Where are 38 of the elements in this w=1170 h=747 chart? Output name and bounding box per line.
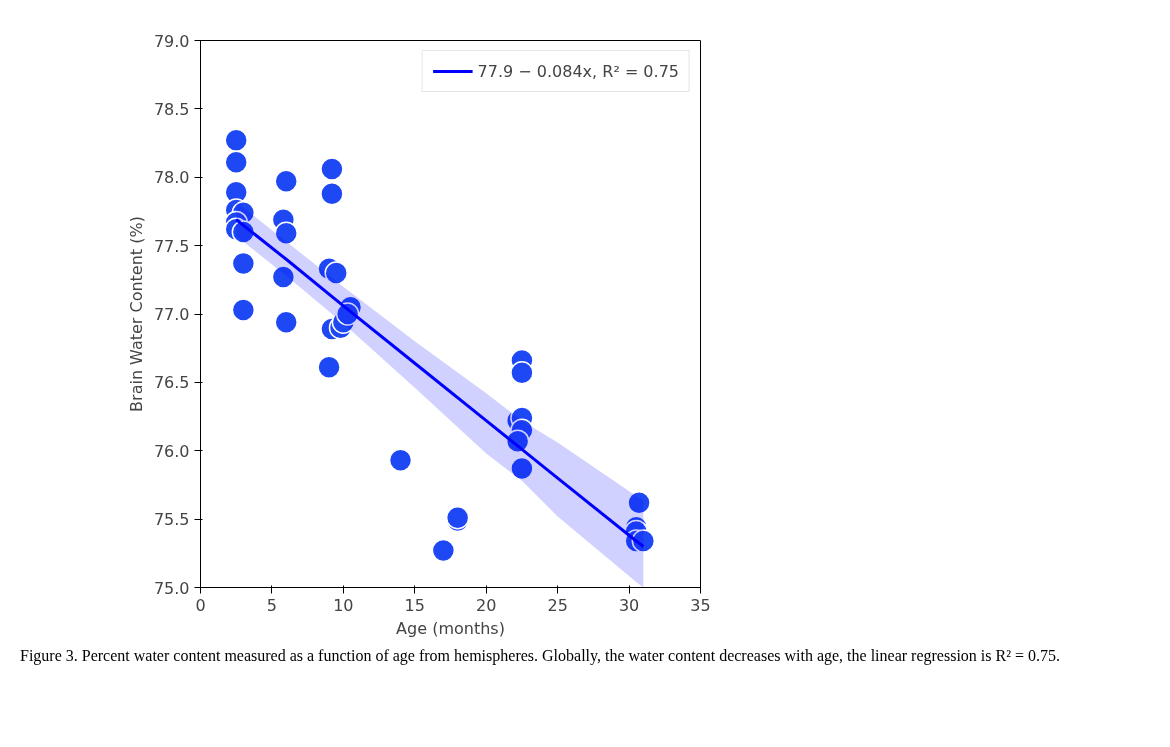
y-axis-title: Brain Water Content (%) — [126, 216, 146, 412]
x-tick-label: 25 — [547, 595, 568, 615]
y-tick-label: 77.0 — [153, 305, 190, 324]
point — [231, 298, 256, 322]
y-tick-label: 76.5 — [153, 373, 190, 393]
point — [224, 150, 248, 174]
point — [324, 261, 348, 285]
point — [231, 251, 256, 276]
x-tick-label: 5 — [266, 595, 278, 615]
point — [510, 361, 534, 385]
y-tick-label: 79.0 — [153, 31, 190, 51]
y-tick-label: 78.0 — [153, 168, 190, 188]
point — [274, 310, 298, 334]
x-axis-title: Age (months) — [396, 618, 505, 638]
y-tick-label: 75.0 — [153, 578, 190, 598]
x-tick-label: 10 — [333, 595, 354, 615]
x-tick-label: 20 — [476, 595, 497, 615]
caption: Figure 3. Percent water content measured as a function of age from hemispheres. Globally, the water content decreases with age, the linear regression is R² = 0.75. — [20, 646, 1060, 667]
point — [627, 490, 651, 515]
point — [271, 265, 296, 289]
point — [274, 221, 298, 246]
point — [320, 181, 344, 206]
point — [320, 157, 344, 181]
point — [317, 355, 341, 380]
point — [431, 538, 456, 563]
legend-label: 77.9 − 0.084x, R² = 0.75 — [477, 61, 679, 81]
y-tick-label: 77.5 — [153, 236, 190, 256]
y-tick-label: 78.5 — [153, 99, 190, 119]
x-tick-label: 30 — [618, 595, 640, 615]
point — [274, 169, 298, 194]
point — [388, 448, 413, 473]
y-tick-label: 76.0 — [153, 441, 190, 461]
y-tick-label: 75.5 — [153, 510, 190, 530]
x-tick-label: 35 — [690, 595, 711, 615]
x-tick-label: 0 — [195, 595, 206, 615]
point — [510, 456, 534, 481]
x-tick-label: 15 — [404, 595, 425, 615]
point — [224, 128, 248, 153]
